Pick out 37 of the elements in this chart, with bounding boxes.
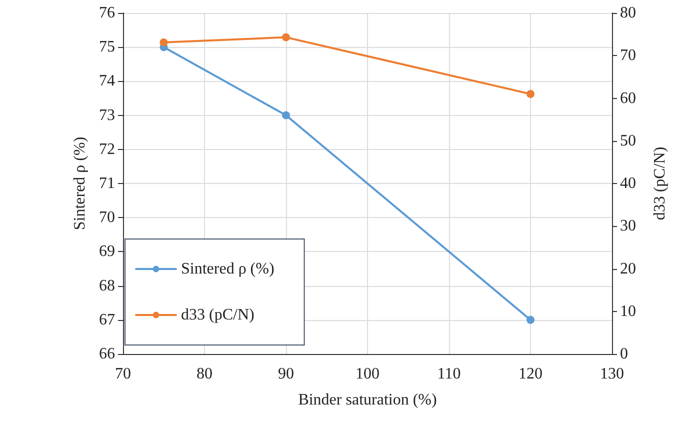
y2-axis-title: d33 (pC/N) (652, 146, 668, 220)
point (282, 111, 290, 120)
x-tick-label: 100 (356, 366, 380, 382)
y-tick-label: 72 (99, 140, 115, 158)
y2-tick-label: 10 (620, 302, 636, 320)
y2-tick-label: 70 (620, 47, 636, 64)
y-tick-label: 69 (99, 243, 115, 260)
y2-tick-label: 40 (620, 175, 636, 192)
y-tick-label: 74 (99, 72, 115, 90)
point (526, 316, 534, 324)
point (526, 90, 534, 98)
y-tick-label: 71 (99, 175, 115, 192)
y2-tick-label: 20 (620, 260, 636, 278)
y-tick-label: 68 (99, 277, 115, 294)
y2-tick-label: 50 (620, 132, 636, 150)
legend-label: Sintered ρ (%) (181, 260, 274, 278)
y-axis-title: Sintered ρ (%) (72, 136, 89, 230)
legend-label: d33 (pC/N) (181, 306, 254, 324)
x-tick-label: 70 (115, 366, 131, 382)
x-tick-label: 130 (600, 366, 624, 382)
x-tick-label: 120 (518, 366, 542, 382)
x-tick-label: 90 (278, 366, 294, 382)
y2-tick-label: 0 (620, 346, 628, 362)
y2-tick-label: 30 (620, 218, 636, 235)
y-tick-label: 76 (99, 4, 115, 22)
y-tick-label: 66 (99, 346, 115, 362)
point (282, 33, 290, 42)
x-axis-title: Binder saturation (%) (298, 392, 437, 408)
y-tick-label: 67 (99, 311, 115, 328)
point (160, 38, 168, 46)
y-tick-label: 75 (99, 38, 115, 56)
x-tick-label: 80 (196, 366, 212, 382)
y2-tick-label: 80 (620, 4, 636, 22)
y-tick-label: 70 (99, 209, 115, 226)
y2-tick-label: 60 (620, 90, 636, 107)
y-tick-label: 73 (99, 106, 115, 124)
x-tick-label: 110 (437, 366, 461, 382)
